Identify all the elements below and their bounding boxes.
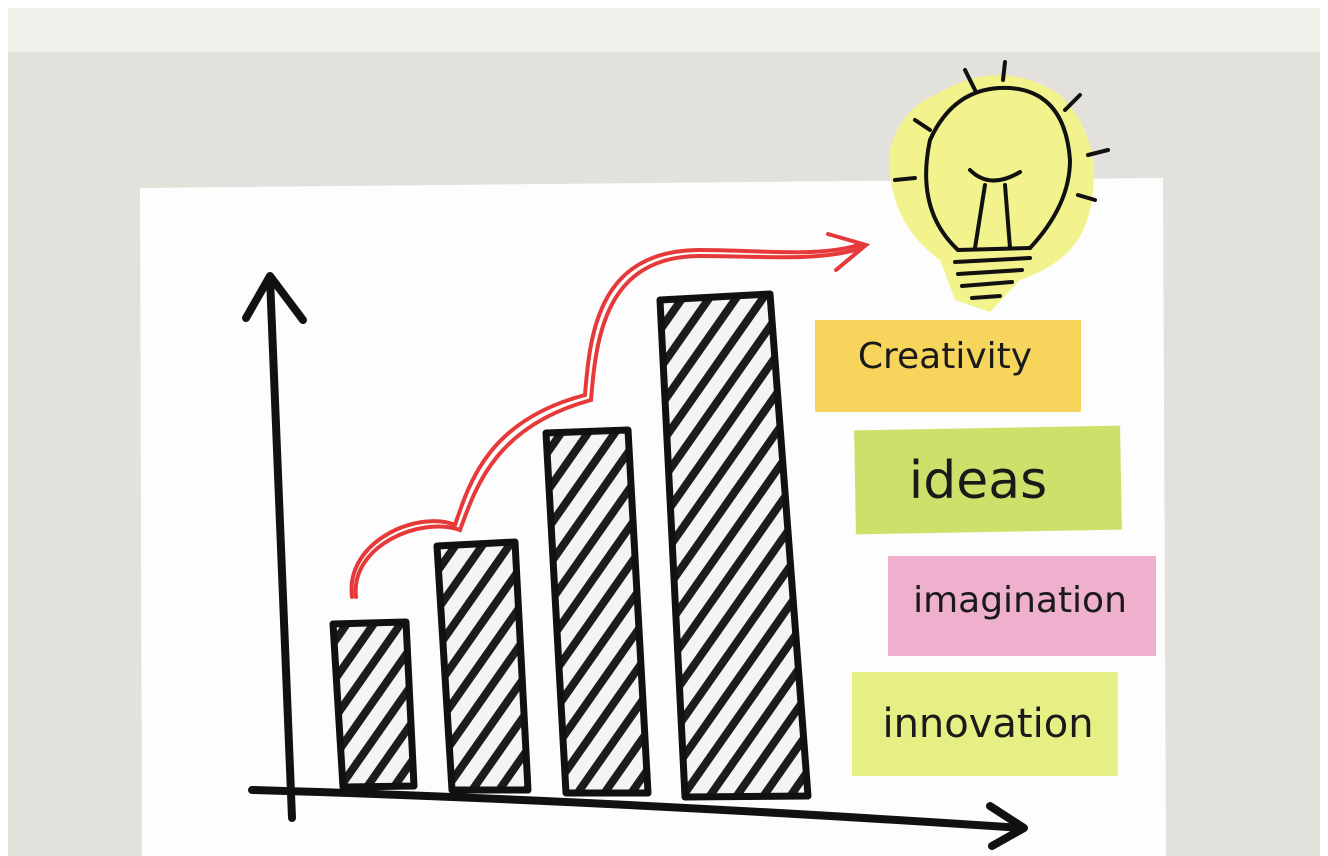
bars xyxy=(329,290,812,801)
x-arrow xyxy=(986,802,1028,850)
note-label: ideas xyxy=(909,451,1047,511)
note xyxy=(852,672,1118,776)
note xyxy=(815,320,1081,412)
y-axis xyxy=(266,274,296,822)
lightbulb xyxy=(889,60,1110,312)
bar xyxy=(329,618,418,791)
note xyxy=(888,556,1156,656)
note-label: Creativity xyxy=(858,336,1032,377)
x-axis xyxy=(248,786,1026,832)
bar xyxy=(542,426,652,797)
trend-arrow xyxy=(349,232,871,599)
sticky-notes: Creativity ideas imagination innovation xyxy=(815,320,1156,776)
note-label: imagination xyxy=(913,580,1127,621)
bar xyxy=(656,290,812,801)
axes xyxy=(242,272,1028,850)
y-arrow xyxy=(242,272,307,324)
bar xyxy=(433,538,532,794)
note-label: innovation xyxy=(882,701,1093,747)
top-band xyxy=(8,8,1320,52)
note xyxy=(854,425,1122,535)
